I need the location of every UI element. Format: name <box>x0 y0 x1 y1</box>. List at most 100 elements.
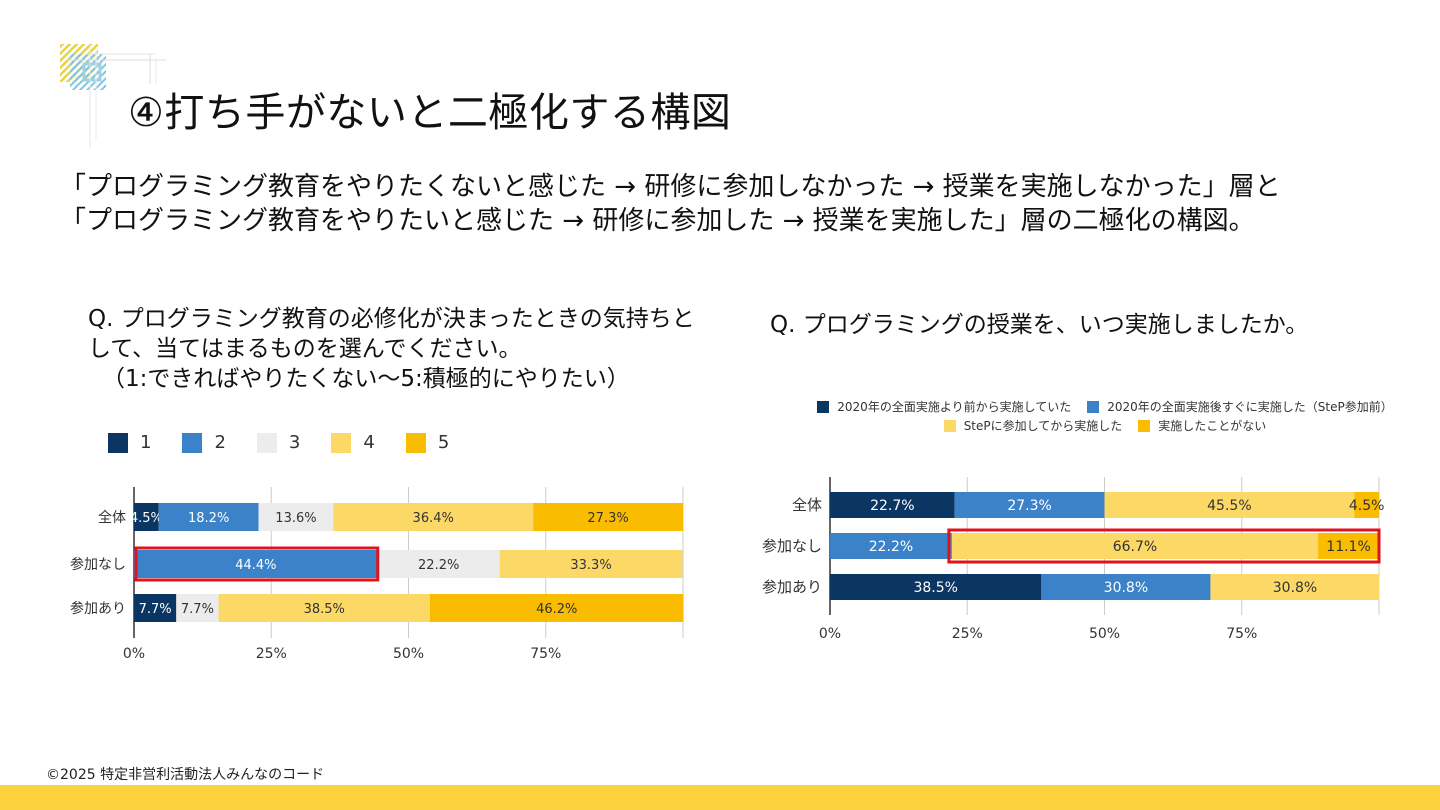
chart-feelings-stacked-bar: 0% 25% 50% 75% 全体 4.5% 18.2% 13.6% 36.4% 27.3% 参加な… <box>70 487 684 662</box>
category-label: 参加あり <box>70 600 126 617</box>
category-label: 参加あり <box>762 578 822 596</box>
legend-item: 1 <box>108 432 151 453</box>
bar-segment <box>158 503 259 531</box>
data-label: 18.2% <box>188 511 229 526</box>
legend-item: 4 <box>331 432 375 453</box>
question-1: Q. プログラミング教育の必修化が決まったときの気持ちと して、当てはまるものを… <box>88 304 695 394</box>
data-label: 7.7% <box>139 602 172 617</box>
legend-swatch <box>943 419 956 432</box>
legend-item: 2 <box>182 432 226 453</box>
data-label: 4.5% <box>1349 498 1385 514</box>
bar-segment <box>954 492 1105 518</box>
question-1-scale: （1:できればやりたくない〜5:積極的にやりたい） <box>102 366 630 392</box>
legend-item: 2020年の全面実施後すぐに実施した（SteP参加前） <box>1087 398 1393 415</box>
legend-swatch <box>1087 400 1100 413</box>
chart-implementation-stacked-bar: 0% 25% 50% 75% 全体 22.7% 27.3% 45.5% 4.5% 参加なし 22.2… <box>762 477 1385 642</box>
data-label: 22.7% <box>870 498 914 514</box>
bar-segment <box>951 533 1319 559</box>
category-label: 全体 <box>792 496 822 514</box>
copyright: ©2025 特定非営利活動法人みんなのコード <box>46 767 325 783</box>
x-tick-label: 0% <box>819 626 841 642</box>
legend-item: 実施したことがない <box>1138 417 1266 434</box>
legend-label: 3 <box>288 432 301 453</box>
legend-label: 2020年の全面実施後すぐに実施した（SteP参加前） <box>1107 400 1393 414</box>
legend-row: 2020年の全面実施より前から実施していた 2020年の全面実施後すぐに実施した… <box>790 397 1420 416</box>
bar-segment <box>1041 574 1211 600</box>
legend-label: 2 <box>214 432 226 453</box>
intro-text: 「プログラミング教育をやりたくないと感じた → 研修に参加しなかった → 授業を… <box>60 170 1281 238</box>
bar-segment <box>1354 492 1379 518</box>
legend-swatch <box>817 400 830 413</box>
category-label: 参加なし <box>70 556 126 573</box>
data-label: 22.2% <box>869 539 913 555</box>
x-tick-label: 50% <box>1089 626 1120 642</box>
data-label: 27.3% <box>587 511 628 526</box>
intro-line: 「プログラミング教育をやりたくないと感じた → 研修に参加しなかった → 授業を… <box>60 172 1281 202</box>
data-label: 44.4% <box>235 558 276 573</box>
question-1-line: して、当てはまるものを選んでください。 <box>88 336 522 362</box>
data-label: 22.2% <box>418 558 459 573</box>
chart2-legend: 2020年の全面実施より前から実施していた 2020年の全面実施後すぐに実施した… <box>790 397 1420 435</box>
bar-segment <box>429 594 684 622</box>
data-label: 33.3% <box>570 558 611 573</box>
legend-row: StePに参加してから実施した 実施したことがない <box>790 416 1420 435</box>
legend-label: 2020年の全面実施より前から実施していた <box>837 400 1072 414</box>
bar-segment <box>830 533 952 559</box>
category-label: 参加なし <box>762 537 822 555</box>
legend-swatch <box>405 432 426 453</box>
bar-segment <box>218 594 430 622</box>
x-tick-label: 25% <box>952 626 983 642</box>
x-tick-label: 25% <box>256 646 287 662</box>
bar-segment <box>176 594 219 622</box>
intro-line: 「プログラミング教育をやりたいと感じた → 研修に参加した → 授業を実施した」… <box>60 206 1255 236</box>
bar-segment <box>830 574 1042 600</box>
legend-label: 1 <box>140 432 152 453</box>
x-tick-label: 0% <box>123 646 145 662</box>
bar-segment <box>134 550 378 578</box>
legend-swatch <box>256 432 277 453</box>
x-tick-label: 50% <box>393 646 424 662</box>
legend-swatch <box>331 432 352 453</box>
legend-label: 実施したことがない <box>1158 419 1267 433</box>
question-1-line: Q. プログラミング教育の必修化が決まったときの気持ちと <box>88 306 695 332</box>
bar-segment <box>134 503 159 531</box>
category-label: 全体 <box>98 509 126 526</box>
highlight-box <box>947 528 1381 564</box>
decorative-logo-mark <box>60 42 166 148</box>
footer-accent-bar <box>0 785 1440 810</box>
data-label: 45.5% <box>1207 498 1251 514</box>
bar-segment <box>1318 533 1379 559</box>
legend-item: 2020年の全面実施より前から実施していた <box>817 398 1071 415</box>
question-2-line: Q. プログラミングの授業を、いつ実施しましたか。 <box>770 312 1309 338</box>
legend-swatch <box>108 432 128 453</box>
bar-segment <box>533 503 683 531</box>
bar-segment <box>333 503 534 531</box>
bar-segment <box>830 492 955 518</box>
data-label: 13.6% <box>275 511 316 526</box>
bar-segment <box>258 503 334 531</box>
bar-segment <box>377 550 500 578</box>
data-label: 11.1% <box>1326 539 1370 555</box>
data-label: 27.3% <box>1007 498 1051 514</box>
legend-item: StePに参加してから実施した <box>943 417 1123 434</box>
x-tick-label: 75% <box>530 646 561 662</box>
data-label: 38.5% <box>913 580 957 596</box>
data-label: 38.5% <box>304 602 345 617</box>
bar-segment <box>1210 574 1380 600</box>
highlight-box <box>134 546 380 582</box>
data-label: 7.7% <box>181 602 214 617</box>
question-2: Q. プログラミングの授業を、いつ実施しましたか。 <box>770 310 1308 340</box>
slide-title: ④打ち手がないと二極化する構図 <box>128 90 732 136</box>
legend-label: 5 <box>437 432 450 453</box>
legend-label: 4 <box>363 432 375 453</box>
x-tick-label: 75% <box>1226 626 1257 642</box>
legend-item: 5 <box>405 432 450 453</box>
data-label: 4.5% <box>130 511 163 526</box>
bar-segment <box>134 594 177 622</box>
chart1-legend: 1 2 3 4 5 <box>108 432 480 453</box>
bar-segment <box>499 550 683 578</box>
legend-swatch <box>182 432 203 453</box>
data-label: 36.4% <box>413 511 454 526</box>
legend-label: StePに参加してから実施した <box>963 419 1123 433</box>
legend-swatch <box>1138 419 1151 432</box>
